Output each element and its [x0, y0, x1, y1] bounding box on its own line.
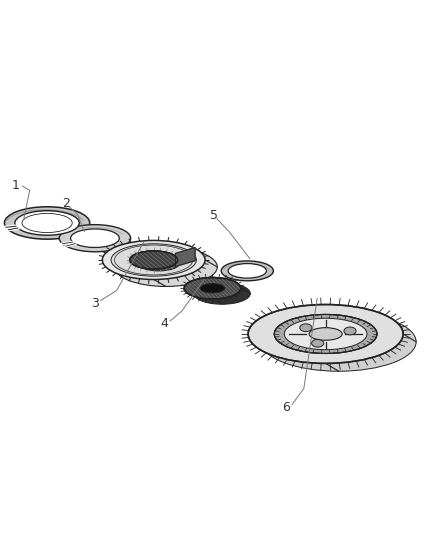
Ellipse shape: [130, 251, 178, 269]
Ellipse shape: [15, 211, 79, 235]
Ellipse shape: [228, 264, 266, 278]
Ellipse shape: [22, 213, 72, 232]
Ellipse shape: [137, 255, 180, 271]
Ellipse shape: [114, 245, 193, 275]
Ellipse shape: [261, 312, 416, 371]
Text: 1: 1: [11, 180, 19, 192]
Text: 5: 5: [210, 208, 218, 222]
Ellipse shape: [200, 284, 225, 293]
Ellipse shape: [284, 318, 367, 350]
Ellipse shape: [111, 244, 196, 276]
Ellipse shape: [309, 328, 342, 340]
Ellipse shape: [311, 340, 324, 347]
Text: 6: 6: [283, 401, 290, 415]
Ellipse shape: [194, 282, 251, 304]
Text: 4: 4: [161, 318, 169, 330]
Ellipse shape: [4, 227, 11, 231]
Ellipse shape: [102, 240, 205, 279]
Ellipse shape: [115, 247, 217, 286]
Ellipse shape: [344, 327, 356, 335]
Ellipse shape: [248, 304, 403, 364]
Ellipse shape: [4, 207, 90, 239]
Text: 2: 2: [62, 197, 70, 210]
Ellipse shape: [59, 224, 131, 252]
Ellipse shape: [184, 278, 241, 299]
Ellipse shape: [71, 229, 119, 247]
Polygon shape: [176, 247, 195, 266]
Ellipse shape: [221, 261, 273, 281]
Ellipse shape: [274, 314, 377, 353]
Ellipse shape: [300, 324, 312, 332]
Text: 3: 3: [91, 297, 99, 310]
